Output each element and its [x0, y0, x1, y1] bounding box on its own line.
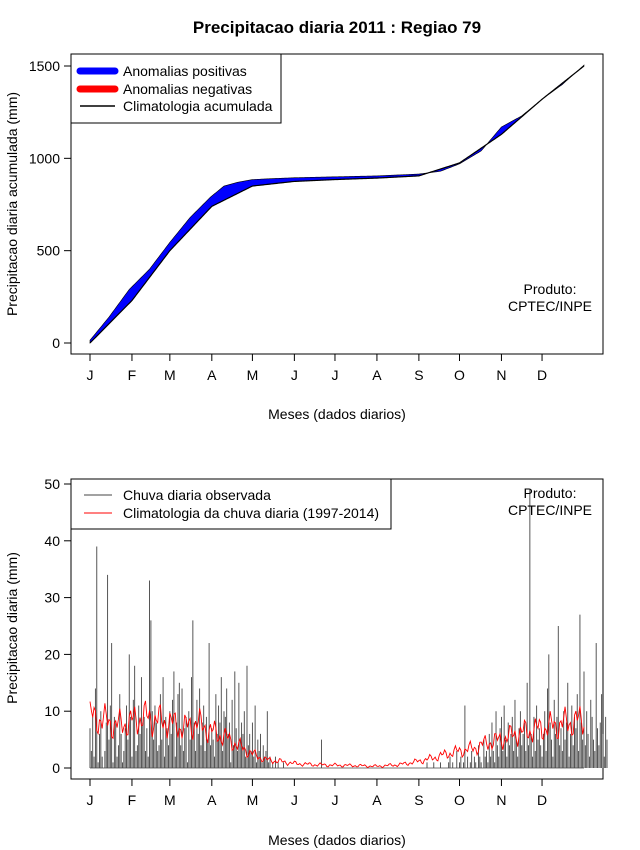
x-tick-label: S [414, 367, 423, 383]
x-axis-label: Meses (dados diarios) [268, 406, 406, 422]
x-tick-label: O [454, 792, 465, 808]
x-tick-label: J [291, 792, 298, 808]
x-tick-label: A [372, 367, 382, 383]
y-axis-label: Precipitacao diaria acumulada (mm) [4, 92, 20, 316]
legend-label-positive: Anomalias positivas [123, 63, 247, 79]
y-tick-label: 30 [44, 590, 60, 606]
y-tick-label: 10 [44, 703, 60, 719]
x-tick-label: M [164, 792, 176, 808]
legend-label-observed: Chuva diaria observada [123, 487, 271, 503]
y-tick-label: 50 [44, 476, 60, 492]
x-tick-label: M [247, 792, 259, 808]
cumulative-chart: 0 500 1000 1500 J F M A M J J A S O N D Meses (dados d… [4, 53, 604, 422]
annotation-produto: Produto: [524, 485, 577, 501]
y-axis-label: Precipitacao diaria (mm) [4, 552, 20, 704]
x-tick-label: F [128, 792, 137, 808]
x-tick-label: D [537, 367, 547, 383]
x-tick-label: A [207, 367, 217, 383]
legend-label-climatology: Climatologia da chuva diaria (1997-2014) [123, 505, 379, 521]
legend-label-negative: Anomalias negativas [123, 81, 252, 97]
y-tick-label: 1500 [29, 58, 60, 74]
figure-title: Precipitacao diaria 2011 : Regiao 79 [193, 18, 481, 37]
y-tick-label: 0 [52, 335, 60, 351]
x-tick-label: J [331, 367, 338, 383]
climatology-cumulative-line [89, 65, 585, 344]
annotation-source: CPTEC/INPE [508, 298, 592, 314]
x-tick-label: J [87, 792, 94, 808]
x-tick-label: N [496, 792, 506, 808]
legend: Anomalias positivas Anomalias negativas … [70, 53, 282, 124]
x-tick-label: D [537, 792, 547, 808]
daily-chart: 0 10 20 30 40 50 J F M A M J J A S O N D Meses (dados di… [4, 476, 608, 848]
x-tick-label: J [87, 367, 94, 383]
climatology-daily-line [89, 700, 585, 769]
x-tick-label: J [331, 792, 338, 808]
x-tick-label: A [207, 792, 217, 808]
y-tick-label: 40 [44, 533, 60, 549]
x-tick-label: M [247, 367, 259, 383]
x-tick-label: S [414, 792, 423, 808]
x-tick-label: M [164, 367, 176, 383]
x-tick-label: J [291, 367, 298, 383]
x-tick-label: F [128, 367, 137, 383]
annotation-produto: Produto: [524, 281, 577, 297]
y-tick-label: 0 [52, 760, 60, 776]
x-tick-label: A [372, 792, 382, 808]
x-axis-label: Meses (dados diarios) [268, 832, 406, 848]
legend-label-climatology: Climatologia acumulada [123, 98, 273, 114]
y-tick-label: 20 [44, 646, 60, 662]
legend: Chuva diaria observada Climatologia da c… [70, 478, 392, 530]
legend-box [70, 478, 392, 530]
y-tick-label: 500 [37, 243, 61, 259]
y-axis: 0 10 20 30 40 50 [44, 476, 72, 776]
annotation-source: CPTEC/INPE [508, 502, 592, 518]
x-tick-label: N [496, 367, 506, 383]
y-tick-label: 1000 [29, 150, 60, 166]
x-tick-label: O [454, 367, 465, 383]
y-axis: 0 500 1000 1500 [29, 58, 72, 351]
